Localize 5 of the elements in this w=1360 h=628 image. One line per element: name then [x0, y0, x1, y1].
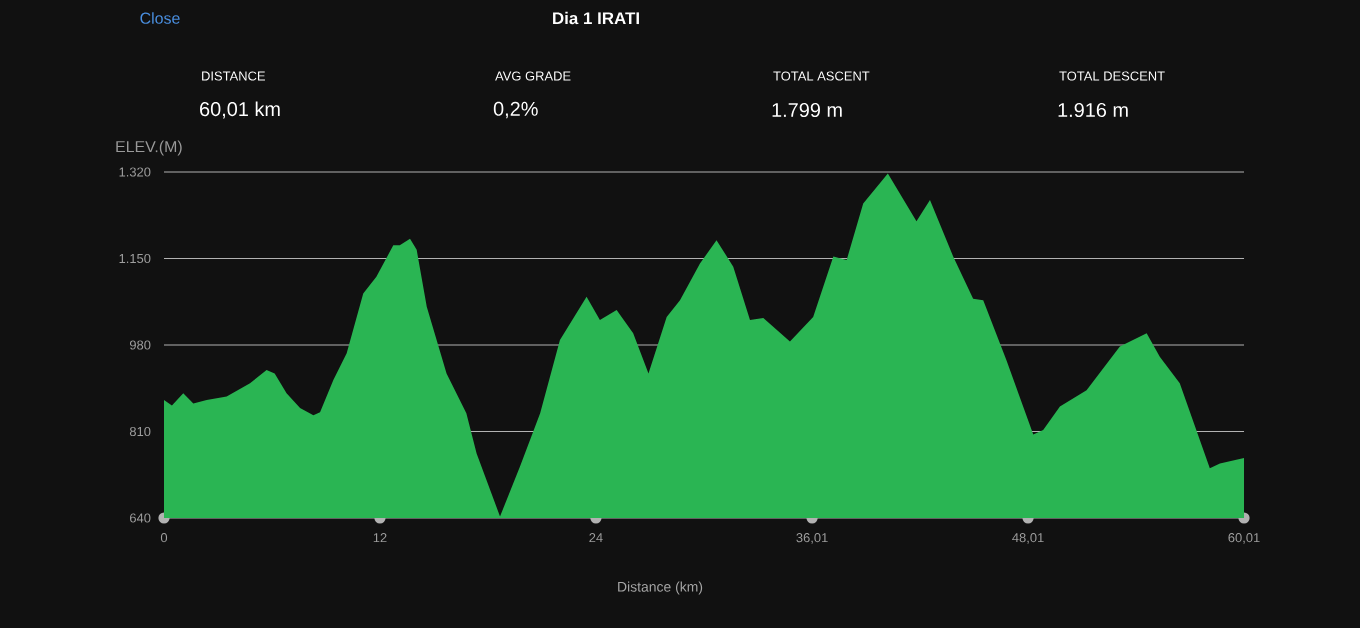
text: 1.799 m	[772, 102, 842, 118]
chart-title: Dia 1 IRATI	[553, 11, 639, 25]
text: 0,2%	[493, 101, 538, 119]
text: 60,01 km	[200, 101, 280, 119]
text: 1.916 m	[1058, 102, 1128, 118]
